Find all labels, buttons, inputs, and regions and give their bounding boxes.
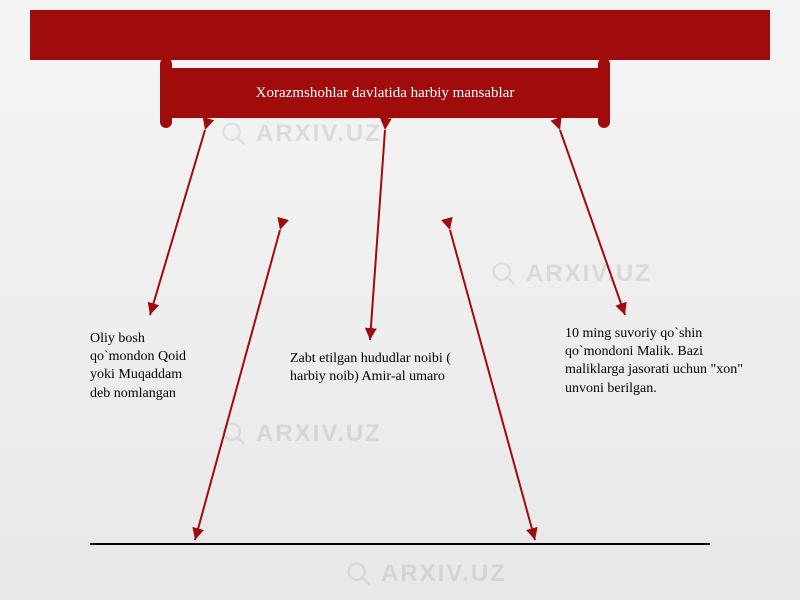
magnify-icon bbox=[490, 260, 518, 288]
watermark-text: ARXIV.UZ bbox=[381, 560, 507, 588]
arrow-line bbox=[195, 230, 280, 540]
magnify-icon bbox=[220, 120, 248, 148]
text-right-content: 10 ming suvoriy qo`shin qo`mondoni Malik… bbox=[565, 326, 743, 396]
magnify-icon bbox=[345, 560, 373, 588]
title-text: Xorazmshohlar davlatida harbiy mansablar bbox=[256, 85, 515, 102]
text-left: Oliy bosh qo`mondon Qoid yoki Muqaddam d… bbox=[90, 330, 200, 403]
text-right: 10 ming suvoriy qo`shin qo`mondoni Malik… bbox=[565, 325, 745, 398]
top-bar bbox=[30, 10, 770, 60]
text-left-content: Oliy bosh qo`mondon Qoid yoki Muqaddam d… bbox=[90, 331, 186, 401]
text-center-content: Zabt etilgan hududlar noibi ( harbiy noi… bbox=[290, 351, 451, 384]
watermark: ARXIV.UZ bbox=[220, 420, 382, 448]
title-box: Xorazmshohlar davlatida harbiy mansablar bbox=[170, 68, 600, 118]
watermark: ARXIV.UZ bbox=[220, 120, 382, 148]
watermark-text: ARXIV.UZ bbox=[256, 120, 382, 148]
text-center: Zabt etilgan hududlar noibi ( harbiy noi… bbox=[290, 350, 460, 386]
watermark-text: ARXIV.UZ bbox=[526, 260, 652, 288]
bottom-divider bbox=[90, 543, 710, 545]
arrow-line bbox=[150, 130, 205, 315]
arrow-line bbox=[370, 130, 385, 340]
watermark: ARXIV.UZ bbox=[490, 260, 652, 288]
watermark-text: ARXIV.UZ bbox=[256, 420, 382, 448]
magnify-icon bbox=[220, 420, 248, 448]
watermark: ARXIV.UZ bbox=[345, 560, 507, 588]
